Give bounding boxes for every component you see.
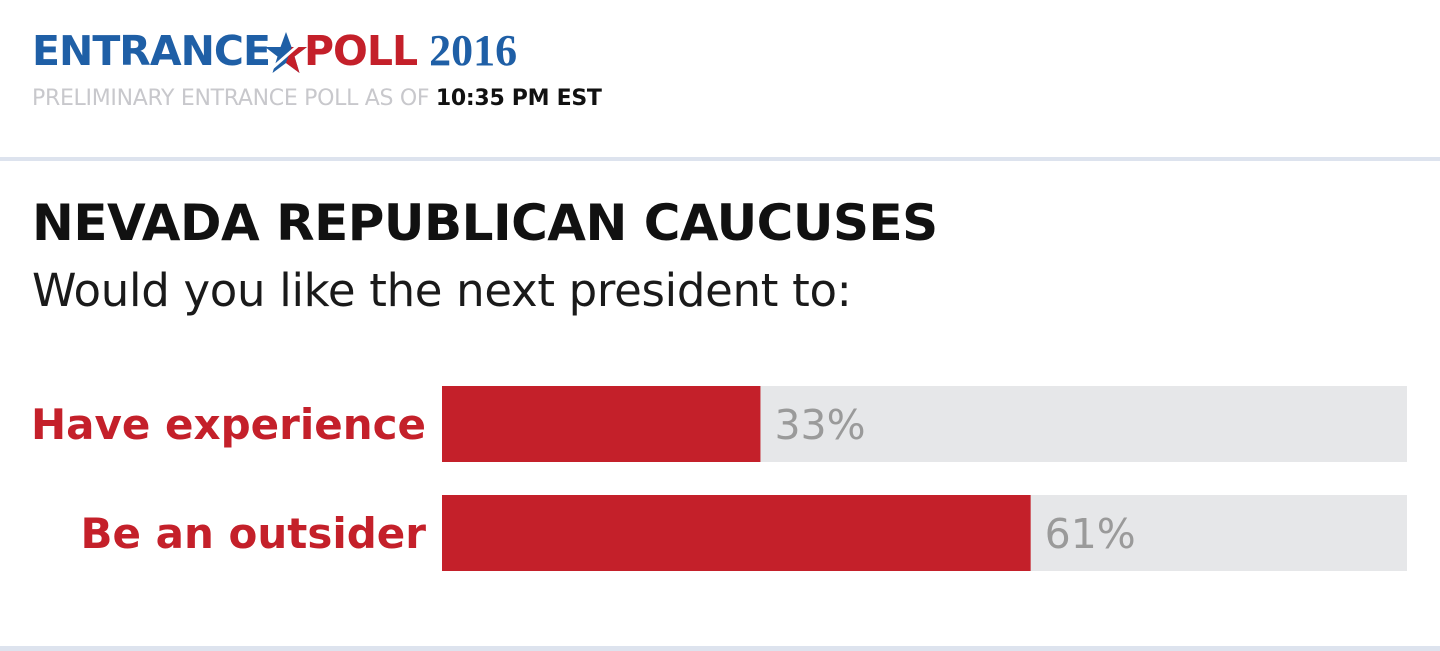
chart-question: Would you like the next president to:: [32, 264, 852, 317]
star-icon: [265, 32, 307, 73]
category-label: Have experience: [31, 400, 426, 449]
poll-header: ENTRANCE POLL 2016 PRELIMINARY ENTRANCE …: [0, 0, 1440, 158]
poll-timestamp-line: PRELIMINARY ENTRANCE POLL AS OF 10:35 PM…: [32, 84, 602, 114]
value-label: 61%: [1045, 510, 1136, 558]
bar: [442, 495, 1031, 571]
brand-year-text: 2016: [429, 26, 518, 75]
timestamp-value: 10:35 PM EST: [435, 86, 602, 111]
bar: [442, 386, 761, 462]
value-label: 33%: [774, 401, 865, 449]
footer-divider: [0, 646, 1440, 651]
brand-logo: ENTRANCE POLL 2016: [32, 26, 517, 76]
brand-entrance-text: ENTRANCE: [32, 27, 271, 75]
header-divider: [0, 157, 1440, 161]
category-label: Be an outsider: [81, 509, 427, 558]
brand-poll-text: POLL: [304, 27, 418, 75]
chart-title: NEVADA REPUBLICAN CAUCUSES: [32, 194, 938, 252]
timestamp-prefix: PRELIMINARY ENTRANCE POLL AS OF: [32, 86, 430, 111]
